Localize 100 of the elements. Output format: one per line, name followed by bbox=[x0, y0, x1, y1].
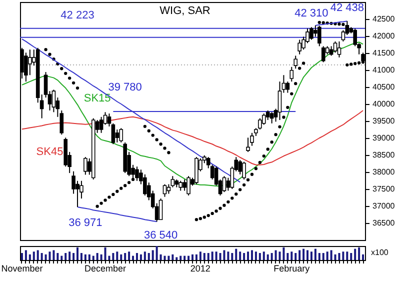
bar bbox=[334, 254, 336, 260]
y-tick-label: 38500 bbox=[372, 150, 396, 160]
bar bbox=[192, 254, 194, 260]
annotation: 42 438 bbox=[330, 2, 364, 14]
bar bbox=[211, 252, 214, 260]
bar bbox=[207, 253, 210, 260]
candlestick bbox=[28, 49, 32, 76]
candlestick bbox=[143, 174, 147, 196]
y-tick-label: 39000 bbox=[372, 134, 396, 142]
bar bbox=[180, 256, 182, 260]
bar bbox=[44, 254, 47, 260]
bar bbox=[342, 252, 344, 260]
bar bbox=[235, 248, 238, 260]
bar bbox=[215, 252, 218, 260]
x-tick-label: November bbox=[1, 264, 43, 274]
bar bbox=[132, 256, 134, 260]
candlestick bbox=[162, 184, 167, 198]
bar bbox=[298, 250, 301, 260]
candlestick bbox=[317, 25, 322, 47]
bar bbox=[250, 250, 253, 260]
line-series bbox=[21, 110, 364, 166]
series-label: SK15 bbox=[84, 92, 111, 104]
y-tick-label: 42000 bbox=[372, 32, 396, 40]
bar bbox=[302, 248, 305, 260]
y-tick-label: 41000 bbox=[372, 66, 396, 74]
annotation: 36 971 bbox=[68, 216, 102, 229]
bar bbox=[195, 254, 198, 260]
bar bbox=[48, 252, 51, 260]
y-tick-label: 40000 bbox=[372, 100, 396, 108]
bar bbox=[326, 252, 328, 260]
bar bbox=[96, 253, 98, 260]
bar bbox=[116, 252, 118, 260]
bar bbox=[231, 253, 234, 260]
ref-line-label: 42 223 bbox=[60, 9, 94, 22]
annotation: 39 780 bbox=[108, 81, 142, 94]
candlestick bbox=[119, 128, 124, 143]
y-tick-label: 41500 bbox=[372, 48, 396, 58]
bar bbox=[120, 254, 122, 260]
candlestick bbox=[135, 166, 139, 182]
bar bbox=[80, 253, 82, 260]
bar bbox=[286, 253, 289, 260]
bar bbox=[354, 248, 356, 260]
bar bbox=[156, 246, 158, 260]
candlestick bbox=[333, 40, 338, 54]
y-tick-label: 42500 bbox=[372, 14, 396, 24]
bar bbox=[266, 254, 269, 260]
bar bbox=[128, 252, 130, 260]
bar bbox=[164, 256, 166, 260]
bar bbox=[290, 252, 293, 260]
candlestick bbox=[222, 176, 226, 193]
bar bbox=[20, 253, 23, 260]
annotation: 42 310 bbox=[294, 7, 328, 20]
bar bbox=[28, 254, 31, 260]
candlestick bbox=[262, 113, 266, 126]
candlestick bbox=[270, 112, 274, 124]
bar bbox=[322, 253, 324, 260]
bar bbox=[223, 250, 226, 260]
text: x100 bbox=[371, 248, 389, 257]
bar bbox=[52, 250, 55, 260]
candlestick bbox=[329, 46, 334, 56]
candlestick bbox=[178, 180, 183, 192]
bar bbox=[140, 254, 142, 260]
series-label: SK45 bbox=[36, 146, 64, 158]
bar bbox=[227, 252, 230, 260]
candlestick bbox=[310, 26, 314, 40]
bar bbox=[172, 254, 174, 260]
bar bbox=[64, 253, 67, 260]
bar bbox=[278, 252, 281, 260]
bar bbox=[68, 252, 71, 260]
y-tick-label: 39500 bbox=[372, 116, 396, 126]
candlestick bbox=[186, 176, 190, 196]
bar bbox=[136, 253, 138, 260]
bar bbox=[88, 254, 90, 260]
bar bbox=[160, 254, 162, 260]
candlestick bbox=[290, 66, 294, 82]
candlestick bbox=[294, 55, 298, 70]
bar bbox=[310, 252, 312, 260]
candlestick bbox=[158, 198, 163, 220]
bar bbox=[36, 250, 39, 260]
bar bbox=[76, 247, 78, 260]
bar bbox=[239, 252, 242, 260]
bar bbox=[338, 253, 340, 260]
bar bbox=[104, 247, 106, 260]
bar bbox=[350, 253, 352, 260]
candlestick bbox=[182, 178, 186, 192]
bar bbox=[358, 247, 360, 260]
y-tick-label: 38000 bbox=[372, 168, 396, 176]
bar bbox=[294, 253, 297, 260]
candlestick bbox=[246, 137, 250, 152]
bar bbox=[60, 256, 63, 260]
bar bbox=[112, 253, 114, 260]
candlestick bbox=[24, 52, 28, 82]
bar bbox=[254, 252, 257, 260]
candlestick bbox=[286, 81, 290, 94]
bar bbox=[152, 250, 154, 260]
bar bbox=[32, 252, 35, 260]
candlestick bbox=[266, 110, 270, 120]
bar bbox=[203, 253, 206, 260]
candlestick bbox=[99, 116, 104, 134]
chart-title: WIG, SAR bbox=[160, 5, 210, 17]
